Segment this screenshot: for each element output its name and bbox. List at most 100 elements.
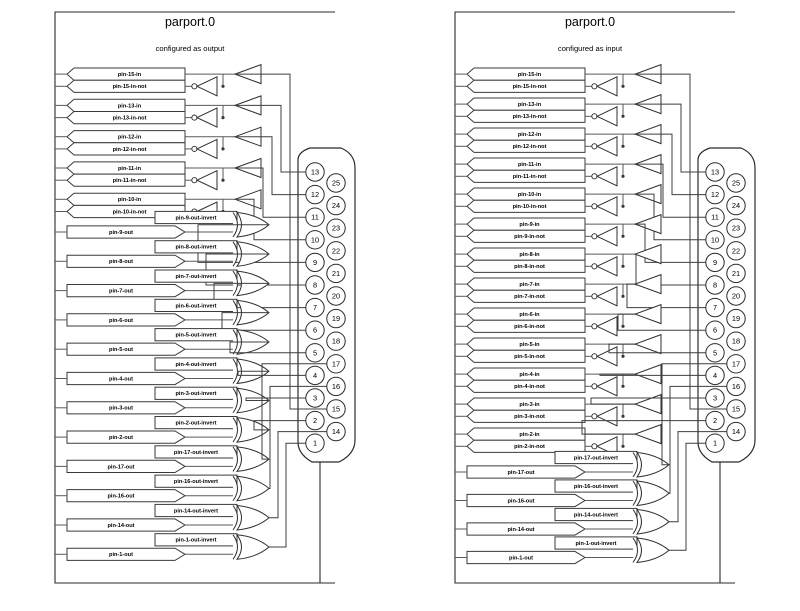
connector-pin-24[interactable]: [326, 195, 346, 216]
buffer-gate-icon[interactable]: [633, 333, 662, 355]
connector-pin-22[interactable]: [726, 241, 746, 261]
signal-pin-8-in-not-box[interactable]: [466, 259, 586, 273]
signal-pin-7-out-box[interactable]: [66, 284, 186, 298]
inverter-gate-icon[interactable]: [595, 346, 618, 367]
buffer-gate-icon[interactable]: [633, 303, 662, 325]
signal-pin-8-out-box[interactable]: [66, 254, 186, 268]
signal-pin-16-out-box[interactable]: [66, 489, 186, 503]
signal-pin-16-out-label: pin-16-out: [507, 498, 534, 504]
wire-to-connector-pin-12: [235, 136, 306, 196]
signal-pin-14-out-box[interactable]: [466, 522, 586, 536]
connector-pin-18[interactable]: [326, 331, 346, 351]
inverter-gate-icon[interactable]: [595, 76, 618, 97]
inverter-gate-icon[interactable]: [195, 107, 218, 128]
signal-pin-9-in-not-box[interactable]: [466, 229, 586, 243]
signal-pin-6-out-box[interactable]: [66, 313, 186, 327]
signal-pin-6-in-not-box[interactable]: [466, 319, 586, 333]
connector-pin-21[interactable]: [326, 263, 346, 284]
buffer-gate-icon[interactable]: [633, 363, 662, 385]
signal-pin-1-out-label: pin-1-out: [509, 555, 533, 561]
connector-pin-25[interactable]: [726, 173, 746, 193]
connector-pin-19[interactable]: [326, 308, 346, 329]
buffer-gate-icon[interactable]: [633, 243, 662, 265]
signal-pin-1-out-box[interactable]: [466, 550, 586, 565]
panel-title: parport.0: [565, 15, 615, 29]
signal-pin-5-in-not-box[interactable]: [466, 349, 586, 363]
signal-pin-7-in-label: pin-7-in: [519, 282, 540, 288]
xor-gate-icon[interactable]: [635, 451, 670, 478]
signal-pin-14-out-invert-label: pin-14-out-invert: [574, 512, 618, 518]
xor-gate-icon[interactable]: [235, 416, 270, 443]
connector-pin-21[interactable]: [726, 263, 746, 284]
xor-gate-icon[interactable]: [235, 475, 270, 502]
buffer-gate-icon[interactable]: [633, 213, 662, 235]
connector-pin-label-8: 8: [713, 281, 717, 290]
buffer-gate-icon[interactable]: [633, 393, 662, 415]
signal-pin-11-in-not-box[interactable]: [466, 169, 586, 183]
signal-pin-7-in-not-box[interactable]: [466, 289, 586, 303]
signal-pin-13-in-not-box[interactable]: [466, 109, 586, 123]
inverter-gate-icon[interactable]: [195, 138, 218, 160]
connector-pin-22[interactable]: [326, 241, 346, 261]
signal-pin-12-in-not-box[interactable]: [466, 139, 586, 153]
connector-pin-24[interactable]: [726, 195, 746, 216]
xor-gate-icon[interactable]: [235, 446, 270, 473]
xor-gate-icon[interactable]: [635, 480, 670, 507]
signal-pin-16-out-box[interactable]: [466, 493, 586, 508]
inverter-gate-icon[interactable]: [595, 196, 618, 217]
connector-pin-23[interactable]: [726, 218, 746, 238]
connector-pin-20[interactable]: [326, 286, 346, 306]
signal-pin-14-out-box[interactable]: [66, 518, 186, 532]
wire-to-connector-pin-11: [235, 167, 306, 218]
signal-pin-17-out-box[interactable]: [66, 459, 186, 473]
signal-pin-5-out-box[interactable]: [66, 342, 186, 356]
inverter-gate-icon[interactable]: [195, 169, 218, 191]
xor-gate-icon[interactable]: [635, 508, 670, 535]
signal-pin-3-out-box[interactable]: [66, 401, 186, 415]
signal-pin-4-out-label: pin-4-out: [109, 376, 133, 382]
signal-pin-15-in-not-box[interactable]: [66, 79, 186, 93]
signal-pin-2-out-box[interactable]: [66, 430, 186, 444]
connector-pin-label-3: 3: [313, 394, 317, 403]
inverter-gate-icon[interactable]: [595, 226, 618, 247]
inverter-gate-icon[interactable]: [595, 136, 618, 157]
connector-pin-19[interactable]: [726, 308, 746, 329]
inverter-gate-icon[interactable]: [595, 376, 618, 397]
output-pin-group: pin-17-out-invert pin-17-out: [55, 363, 327, 473]
inverter-gate-icon[interactable]: [595, 256, 618, 277]
wire-to-connector-pin-8: [635, 253, 706, 286]
signal-pin-4-out-box[interactable]: [66, 371, 186, 386]
signal-pin-17-out-box[interactable]: [466, 465, 586, 479]
buffer-gate-icon[interactable]: [633, 273, 662, 295]
connector-pin-20[interactable]: [726, 286, 746, 306]
input-pin-group: pin-8-in pin-8-in-not: [455, 243, 706, 286]
signal-pin-1-out-box[interactable]: [66, 547, 186, 561]
inverter-gate-icon[interactable]: [195, 76, 218, 97]
signal-pin-15-in-not-label: pin-15-in-not: [513, 84, 547, 90]
signal-pin-7-out-invert-label: pin-7-out-invert: [175, 274, 216, 280]
signal-pin-3-in-not-box[interactable]: [466, 409, 586, 423]
inverter-gate-icon[interactable]: [595, 166, 618, 187]
inverter-gate-icon[interactable]: [595, 316, 618, 337]
signal-pin-11-in-not-box[interactable]: [66, 173, 186, 187]
xor-gate-icon[interactable]: [635, 537, 670, 564]
xor-gate-icon[interactable]: [235, 504, 270, 531]
buffer-gate-icon[interactable]: [633, 423, 662, 445]
signal-pin-10-in-not-box[interactable]: [466, 199, 586, 213]
signal-pin-4-in-not-box[interactable]: [466, 379, 586, 393]
xor-gate-icon[interactable]: [235, 534, 270, 560]
inverter-gate-icon[interactable]: [595, 406, 618, 427]
connector-pin-18[interactable]: [726, 331, 746, 351]
signal-pin-9-out-box[interactable]: [66, 225, 186, 239]
inverter-gate-icon[interactable]: [595, 286, 618, 307]
xor-back-arc-icon: [632, 452, 638, 478]
connector-pin-23[interactable]: [326, 218, 346, 238]
signal-pin-11-in-label: pin-11-in: [118, 166, 142, 172]
signal-pin-7-out-label: pin-7-out: [109, 288, 133, 294]
connector-pin-25[interactable]: [326, 173, 346, 193]
signal-pin-2-in-not-box[interactable]: [466, 439, 586, 453]
inverter-gate-icon[interactable]: [595, 106, 618, 127]
signal-pin-15-in-not-box[interactable]: [466, 79, 586, 93]
signal-pin-12-in-not-box[interactable]: [66, 142, 186, 156]
signal-pin-13-in-not-box[interactable]: [66, 111, 186, 125]
